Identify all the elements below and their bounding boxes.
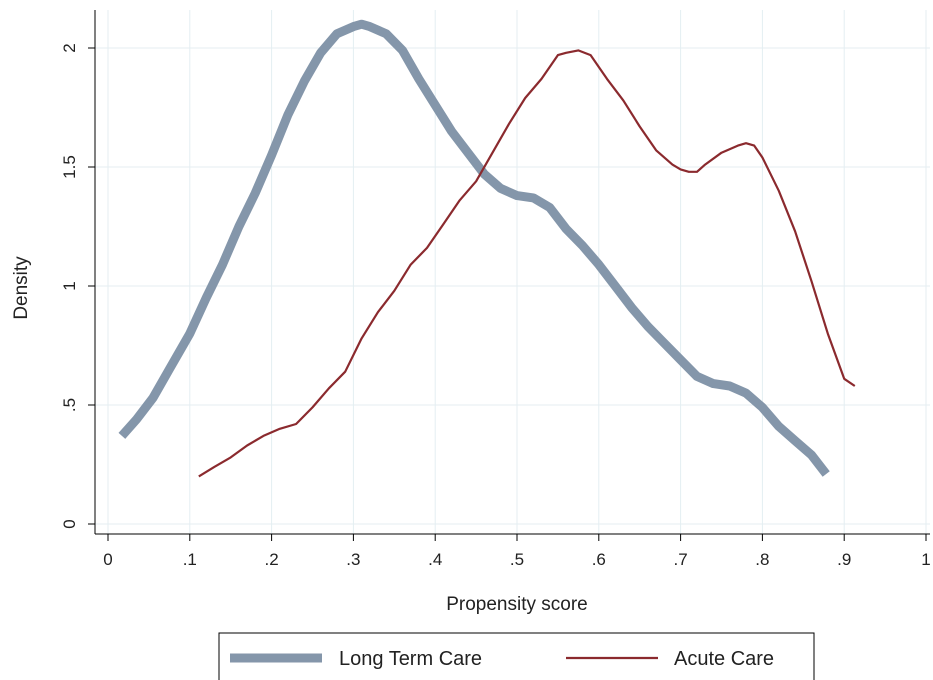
x-tick-label: .6 [592,550,606,569]
x-axis-title: Propensity score [446,594,588,615]
legend-label-long-term-care: Long Term Care [339,648,482,670]
series-layer [118,19,856,478]
x-tick-label: 1 [921,550,930,569]
x-tick-label: .1 [183,550,197,569]
y-tick-label: 0 [60,519,79,528]
y-tick-label: 2 [60,43,79,52]
series-line-long-term-care [118,19,830,477]
legend: Long Term Care Acute Care [218,632,815,680]
x-tick-label: .2 [265,550,279,569]
y-axis-title: Density [11,256,32,320]
x-tick-label: .4 [428,550,442,569]
x-tick-label: .5 [510,550,524,569]
x-tick-label: .8 [755,550,769,569]
grid-layer [95,10,930,534]
y-tick-label: 1 [60,281,79,290]
x-tick-label: 0 [103,550,112,569]
x-tick-label: .3 [346,550,360,569]
legend-label-acute-care: Acute Care [674,648,774,670]
y-tick-label: .5 [60,398,79,412]
x-tick-label: .7 [674,550,688,569]
series-line-acute-care [198,49,856,478]
x-tick-label: .9 [837,550,851,569]
axis-layer: 0 .1 .2 .3 .4 .5 .6 .7 .8 .9 1 0 .5 1 1.5 2 [60,10,931,569]
y-tick-label: 1.5 [60,155,79,179]
